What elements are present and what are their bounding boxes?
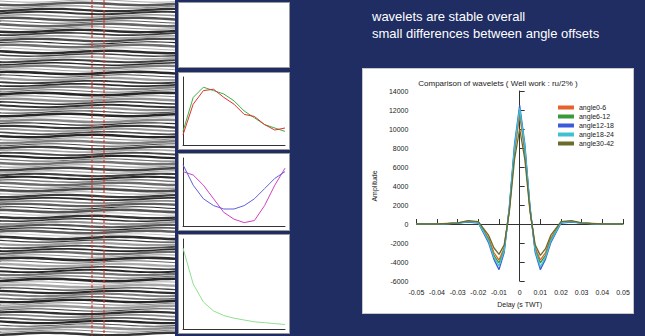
svg-text:angle12-18: angle12-18 bbox=[579, 122, 614, 130]
svg-text:0: 0 bbox=[404, 221, 408, 228]
svg-text:Amplitude: Amplitude bbox=[371, 170, 379, 201]
svg-text:2000: 2000 bbox=[393, 202, 409, 209]
svg-text:0.02: 0.02 bbox=[554, 289, 568, 296]
svg-text:0.05: 0.05 bbox=[616, 289, 630, 296]
svg-text:-0.04: -0.04 bbox=[429, 289, 445, 296]
svg-text:-4000: -4000 bbox=[390, 259, 408, 266]
svg-text:4000: 4000 bbox=[393, 183, 409, 190]
svg-text:-6000: -6000 bbox=[390, 278, 408, 285]
svg-text:8000: 8000 bbox=[393, 145, 409, 152]
svg-text:0.03: 0.03 bbox=[575, 289, 589, 296]
svg-text:10000: 10000 bbox=[389, 126, 409, 133]
svg-text:-2000: -2000 bbox=[390, 240, 408, 247]
svg-text:-0.02: -0.02 bbox=[470, 289, 486, 296]
svg-text:6000: 6000 bbox=[393, 164, 409, 171]
svg-text:14000: 14000 bbox=[389, 88, 409, 95]
svg-text:angle6-12: angle6-12 bbox=[579, 113, 610, 121]
svg-text:0.04: 0.04 bbox=[596, 289, 610, 296]
svg-text:-0.01: -0.01 bbox=[491, 289, 507, 296]
svg-text:0.01: 0.01 bbox=[534, 289, 548, 296]
svg-text:Delay (s TWT): Delay (s TWT) bbox=[497, 301, 542, 309]
svg-text:angle18-24: angle18-24 bbox=[579, 131, 614, 139]
html-text:small differences between angl: small differences between angle offsets bbox=[372, 26, 600, 41]
svg-text:Comparison of wavelets ( Well: Comparison of wavelets ( Well work : ru/… bbox=[418, 79, 578, 88]
svg-text:angle30-42: angle30-42 bbox=[579, 140, 614, 148]
svg-text:-0.03: -0.03 bbox=[450, 289, 466, 296]
svg-text:-0.05: -0.05 bbox=[408, 289, 424, 296]
svg-text:12000: 12000 bbox=[389, 107, 409, 114]
svg-text:angle0-6: angle0-6 bbox=[579, 104, 606, 112]
svg-text:0: 0 bbox=[518, 289, 522, 296]
html-text:wavelets are stable overall: wavelets are stable overall bbox=[372, 9, 526, 24]
